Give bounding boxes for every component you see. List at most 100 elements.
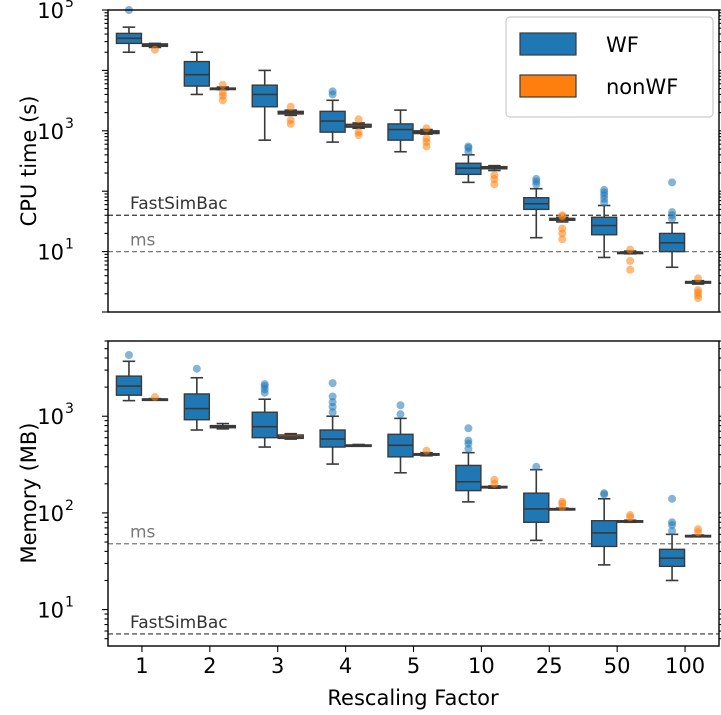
box-nonwf-100 [684,525,712,538]
outlier-point [626,245,635,254]
box-wf-1 [115,350,143,402]
box-nonwf-5 [413,446,440,457]
y-tick-label: 10 [37,120,64,144]
memory-boxes [115,350,712,582]
outlier-point [150,393,159,402]
box-wf-1 [115,6,143,54]
box-nonwf-50 [616,245,644,274]
box-wf-4 [319,87,346,143]
legend-label-wf: WF [606,33,639,57]
outlier-point [354,128,363,137]
y-tick-exponent: 3 [65,401,74,417]
outlier-point [668,178,677,187]
box-nonwf-5 [413,124,440,151]
outlier-point [668,518,677,527]
legend-swatch-wf [519,32,577,56]
box-body [251,411,278,439]
y-tick-label: 10 [37,502,64,526]
memory-plot-frame [107,340,720,647]
y-tick-exponent: 3 [65,116,74,132]
outlier-point [218,88,227,97]
outlier-point [464,436,473,445]
cpu-plot-frame [107,9,720,313]
outlier-point [286,116,295,125]
box-nonwf-50 [616,511,644,524]
box-body [183,60,211,87]
legend-swatch-nonwf [519,74,577,98]
outlier-point [558,211,567,220]
memory-y-axis-label: Memory (MB) [17,423,41,564]
x-tick-label-50: 50 [604,654,631,678]
box-wf-3 [251,69,278,141]
outlier-point [328,398,337,407]
outlier-point [532,174,541,183]
legend-frame [505,16,714,118]
outlier-point [532,462,541,471]
box-wf-3 [251,380,278,448]
box-wf-25 [523,462,550,542]
box-body [523,492,550,523]
outlier-point [626,256,635,265]
box-nonwf-4 [345,443,372,448]
x-tick-label-25: 25 [536,654,563,678]
reference-label-ms: ms [130,231,156,251]
outlier-point [464,142,473,151]
outlier-point [558,224,567,233]
outlier-point [694,525,703,534]
box-wf-2 [183,364,211,431]
box-nonwf-2 [209,80,237,105]
legend[interactable]: WF nonWF [505,16,714,118]
outlier-point [328,379,337,388]
box-wf-5 [387,109,414,153]
outlier-point [600,489,609,498]
box-body [455,464,482,492]
box-body [251,84,278,108]
y-tick-label: 10 [37,241,64,265]
outlier-point [150,45,159,54]
y-tick-exponent: 2 [65,498,74,514]
outlier-point [192,364,201,373]
x-axis-ticks: 1 2 3 4 5 10 25 50 100 [135,646,705,678]
x-tick-label-3: 3 [271,654,284,678]
box-wf-10 [455,142,482,184]
outlier-point [694,274,703,283]
box-wf-50 [590,489,618,566]
x-tick-label-10: 10 [468,654,495,678]
outlier-point [694,286,703,295]
box-nonwf-3 [277,102,304,128]
y-tick-exponent: 5 [65,0,74,11]
cpu-boxes [115,6,712,303]
x-tick-label-1: 1 [135,654,148,678]
box-nonwf-10 [481,475,508,490]
outlier-point [464,424,473,433]
outlier-point [396,410,405,419]
x-tick-label-100: 100 [665,654,705,678]
y-tick-label: 10 [37,0,64,23]
outlier-point [286,102,295,111]
cpu-y-axis-label: CPU time (s) [17,96,41,227]
outlier-point [490,475,499,484]
outlier-point [668,494,677,503]
x-axis-label: Rescaling Factor [327,686,499,710]
y-tick-exponent: 1 [65,595,74,611]
box-wf-10 [455,424,482,503]
box-wf-2 [183,51,211,96]
y-tick-label: 10 [37,599,64,623]
outlier-point [218,80,227,89]
box-wf-50 [590,185,618,259]
box-nonwf-100 [684,274,712,303]
outlier-point [260,380,269,389]
box-body [387,123,414,141]
outlier-point [354,115,363,124]
box-nonwf-1 [141,393,169,402]
outlier-point [422,134,431,143]
box-wf-100 [658,178,686,269]
outlier-point [328,392,337,401]
reference-label-ms: ms [130,523,156,543]
outlier-point [124,350,133,359]
box-nonwf-10 [481,164,508,189]
outlier-point [490,171,499,180]
